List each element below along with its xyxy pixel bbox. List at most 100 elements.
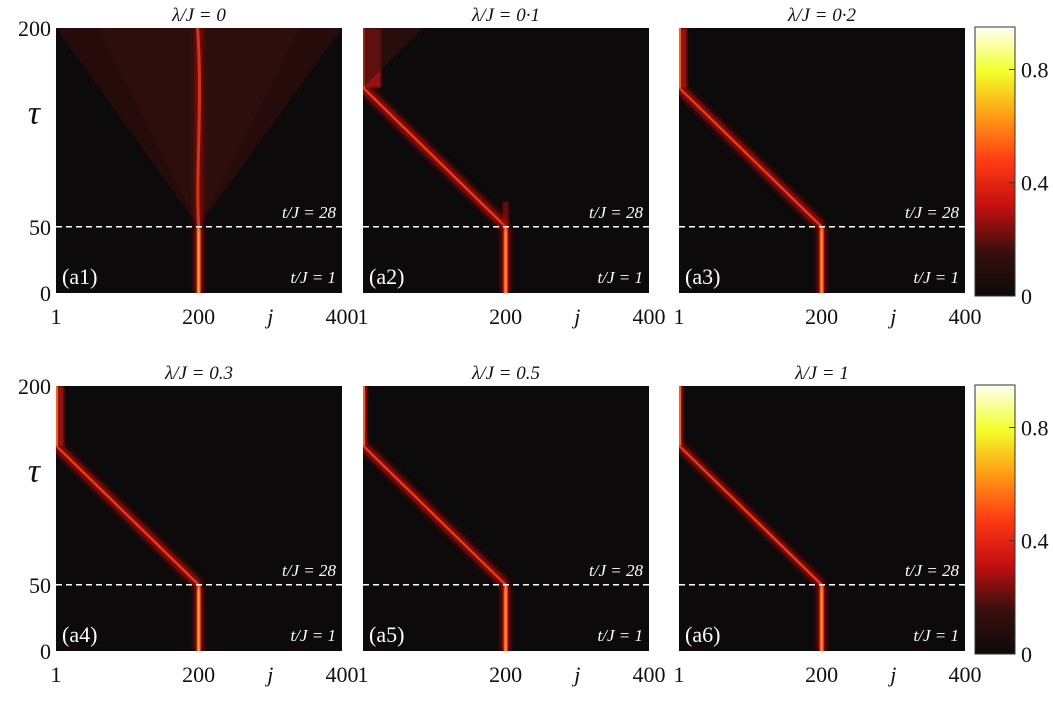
colorbars-layer: 0 0.4 0.8 0 0.4 0.8 [974, 26, 1049, 667]
panel-a3: t/J = 28 t/J = 1 (a3) λ/J = 0·2 1 200 400 j [674, 5, 982, 329]
x-tick-label: 200 [182, 304, 215, 329]
x-tick-label: 200 [489, 304, 522, 329]
heatmap-content [679, 28, 826, 293]
heatmap-content [679, 386, 826, 651]
x-tick-label: 400 [326, 304, 359, 329]
y-tick-label: 200 [18, 16, 51, 41]
x-tick-label: 200 [489, 662, 522, 687]
x-tick-label: 400 [326, 662, 359, 687]
panels-layer: t/J = 28 t/J = 1 (a1) λ/J = 0 1 200 400 j 0 50 200… [18, 5, 982, 687]
annotation-t1: t/J = 1 [914, 626, 959, 645]
x-tick-label: 200 [805, 662, 838, 687]
y-tick-label: 50 [29, 573, 51, 598]
x-tick-label: 200 [182, 662, 215, 687]
trajectory [679, 86, 823, 228]
panel-title: λ/J = 0 [171, 5, 226, 26]
x-axis-label: j [264, 304, 273, 329]
heatmap-content [363, 28, 510, 293]
y-tick-label: 0 [40, 639, 51, 664]
panel-title: λ/J = 0.5 [471, 363, 540, 384]
trajectory [363, 444, 507, 586]
trajectory [363, 86, 507, 228]
colorbar-tick-label: 0.8 [1021, 415, 1049, 440]
panel-id-label: (a2) [369, 264, 404, 289]
edge-line [679, 386, 681, 446]
x-tick-label: 1 [51, 662, 62, 687]
x-axis-label: j [571, 304, 580, 329]
y-tick-label: 200 [18, 374, 51, 399]
annotation-t28: t/J = 28 [905, 561, 959, 580]
annotation-t1: t/J = 1 [291, 626, 336, 645]
colorbar-tick-label: 0 [1021, 284, 1032, 309]
x-tick-label: 400 [949, 662, 982, 687]
x-tick-label: 1 [674, 662, 685, 687]
localized-stripe-core [821, 226, 823, 293]
panel-title: λ/J = 0.3 [164, 363, 233, 384]
x-tick-label: 1 [358, 304, 369, 329]
x-tick-label: 1 [51, 304, 62, 329]
heatmap-content [56, 386, 203, 651]
edge-spread [363, 28, 423, 88]
x-axis-label: j [264, 662, 273, 687]
edge-line [363, 386, 365, 446]
edge-accumulation [679, 28, 687, 88]
x-tick-label: 400 [633, 304, 666, 329]
panel-title: λ/J = 0·2 [787, 5, 857, 26]
panel-id-label: (a4) [62, 622, 97, 647]
colorbar-tick-label: 0.4 [1021, 529, 1049, 554]
edge-line [56, 386, 58, 446]
annotation-t28: t/J = 28 [282, 561, 336, 580]
colorbar-tick-label: 0.8 [1021, 57, 1049, 82]
x-tick-label: 400 [949, 304, 982, 329]
panel-id-label: (a6) [685, 622, 720, 647]
localized-stripe-core [198, 584, 200, 651]
localized-stripe-core [198, 226, 200, 293]
localized-stripe-core [505, 584, 507, 651]
edge-line [679, 28, 681, 88]
y-tick-label: 0 [40, 281, 51, 306]
annotation-t1: t/J = 1 [914, 268, 959, 287]
panel-a2: t/J = 28 t/J = 1 (a2) λ/J = 0·1 1 200 400 j [358, 5, 666, 329]
panel-a6: t/J = 28 t/J = 1 (a6) λ/J = 1 1 200 400 j [674, 363, 982, 687]
localized-stripe-core [505, 226, 507, 293]
y-tick-label: 50 [29, 215, 51, 240]
panel-id-label: (a3) [685, 264, 720, 289]
colorbar-gradient [974, 26, 1016, 297]
annotation-t1: t/J = 1 [598, 268, 643, 287]
panel-a5: t/J = 28 t/J = 1 (a5) λ/J = 0.5 1 200 400 j [358, 363, 666, 687]
y-axis-label: τ [28, 94, 42, 131]
x-axis-label: j [887, 304, 896, 329]
x-axis-label: j [887, 662, 896, 687]
upper-stripe [196, 28, 201, 227]
y-axis-label: τ [28, 452, 42, 489]
panel-id-label: (a5) [369, 622, 404, 647]
colorbar-1: 0 0.4 0.8 [974, 26, 1049, 309]
panel-a4: t/J = 28 t/J = 1 (a4) λ/J = 0.3 1 200 400 j 0 50 2… [18, 363, 359, 687]
annotation-t28: t/J = 28 [589, 561, 643, 580]
colorbar-gradient [974, 384, 1016, 655]
heatmap-content [363, 386, 510, 651]
annotation-t1: t/J = 1 [291, 268, 336, 287]
x-tick-label: 1 [674, 304, 685, 329]
panel-a1: t/J = 28 t/J = 1 (a1) λ/J = 0 1 200 400 j 0 50 200… [18, 5, 359, 329]
x-tick-label: 400 [633, 662, 666, 687]
x-tick-label: 200 [805, 304, 838, 329]
annotation-t28: t/J = 28 [282, 203, 336, 222]
localized-stripe-core [821, 584, 823, 651]
colorbar-2: 0 0.4 0.8 [974, 384, 1049, 667]
panel-title: λ/J = 0·1 [471, 5, 540, 26]
panel-id-label: (a1) [62, 264, 97, 289]
residual-stripe [502, 201, 509, 227]
colorbar-tick-label: 0.4 [1021, 171, 1049, 196]
annotation-t1: t/J = 1 [598, 626, 643, 645]
colorbar-tick-label: 0 [1021, 642, 1032, 667]
trajectory [679, 444, 823, 586]
heatmap-content [56, 28, 342, 293]
edge-accumulation [56, 386, 64, 446]
annotation-t28: t/J = 28 [589, 203, 643, 222]
annotation-t28: t/J = 28 [905, 203, 959, 222]
panel-title: λ/J = 1 [794, 363, 849, 384]
x-axis-label: j [571, 662, 580, 687]
trajectory [56, 444, 200, 586]
